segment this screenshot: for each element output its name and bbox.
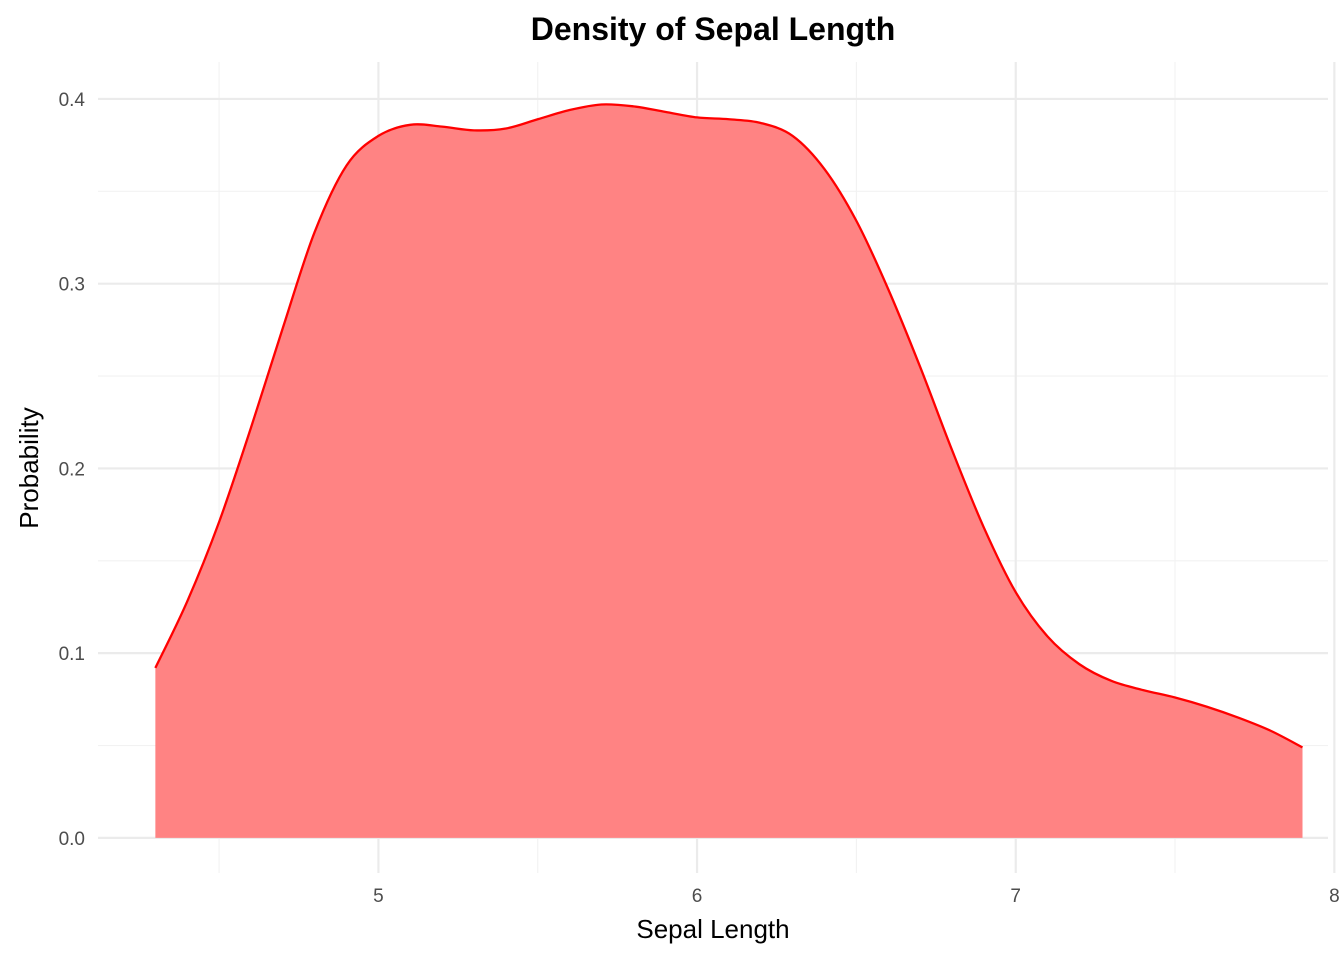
x-tick-label: 8: [1329, 886, 1340, 907]
y-axis-label: Probability: [14, 407, 44, 528]
x-tick-label: 5: [373, 886, 384, 907]
x-tick-label: 6: [692, 886, 703, 907]
y-tick-label: 0.2: [59, 459, 85, 480]
y-axis-ticks: 0.0 0.1 0.2 0.3 0.4: [59, 90, 86, 850]
density-area: [155, 104, 1303, 838]
plot-area: [154, 103, 1304, 838]
y-tick-label: 0.4: [59, 90, 86, 111]
x-axis-label: Sepal Length: [636, 914, 789, 944]
x-axis-ticks: 5 6 7 8: [373, 886, 1340, 907]
x-tick-label: 7: [1010, 886, 1021, 907]
chart-title: Density of Sepal Length: [531, 11, 895, 47]
y-tick-label: 0.0: [59, 829, 85, 850]
y-tick-label: 0.3: [59, 275, 85, 296]
density-line: [154, 103, 1304, 749]
y-tick-label: 0.1: [59, 644, 85, 665]
